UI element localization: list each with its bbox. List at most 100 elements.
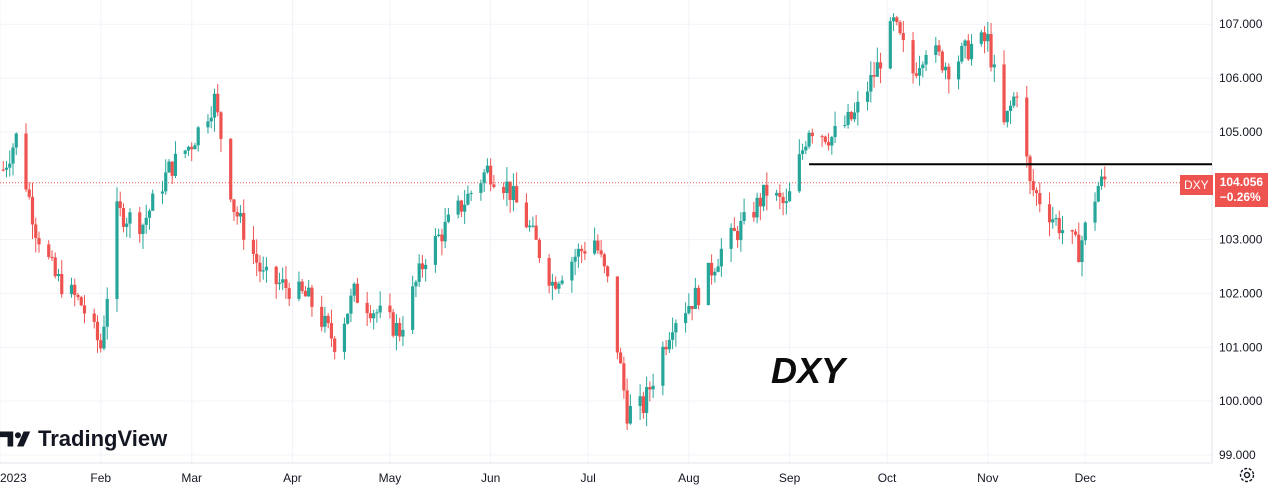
candle-body [531, 225, 535, 227]
gear-icon[interactable] [1238, 466, 1256, 484]
candle-body [255, 253, 259, 263]
candle [719, 238, 723, 277]
tradingview-brand-name: TradingView [38, 426, 168, 451]
candle-body [118, 201, 122, 209]
candle-body [979, 32, 983, 44]
candle [264, 257, 269, 283]
candle-body [73, 284, 77, 295]
time-tick-label: 2023 [0, 471, 27, 485]
candle [14, 132, 18, 156]
candle-body [469, 192, 473, 194]
candle [735, 226, 740, 248]
candle [856, 91, 860, 126]
candle [1099, 169, 1104, 190]
candle [242, 199, 246, 250]
candle [573, 248, 577, 276]
candle-body [466, 193, 470, 205]
candle [446, 207, 451, 224]
candle-body [303, 290, 308, 297]
candle [69, 277, 74, 298]
candle-body [628, 405, 632, 424]
candle-body [947, 66, 951, 80]
candle-body [502, 186, 506, 194]
candle [47, 240, 51, 260]
candle [914, 62, 918, 79]
candle [463, 189, 467, 224]
candle-body [706, 262, 710, 306]
candle-body [596, 240, 600, 251]
candle-body [414, 281, 418, 287]
candle [1031, 169, 1035, 197]
candle-body [209, 117, 213, 122]
candle-body [60, 274, 64, 295]
candle [865, 81, 870, 111]
candle-body [648, 387, 652, 390]
candle-body [550, 281, 554, 286]
price-box: 104.056 −0.26% [1214, 173, 1269, 207]
candle [1025, 85, 1029, 168]
candle [823, 135, 827, 145]
candle-body [47, 244, 51, 257]
candle [664, 340, 668, 356]
candle-body [274, 266, 278, 285]
candle-body [1051, 219, 1055, 223]
candle-body [352, 283, 356, 296]
candle-body [378, 305, 382, 313]
candle [797, 139, 801, 193]
candle-body [11, 147, 15, 164]
candle-body [989, 33, 993, 68]
candle [368, 305, 373, 323]
candle-body [196, 127, 200, 146]
candle-body [307, 287, 311, 297]
candle [810, 128, 814, 144]
candle-body [573, 256, 577, 262]
candle-body [537, 239, 541, 259]
candle [420, 254, 425, 278]
candle-body [671, 332, 675, 340]
candle [830, 135, 834, 155]
candle [716, 258, 720, 273]
candle-body [1103, 176, 1107, 180]
candle [693, 277, 697, 310]
candle [95, 315, 100, 353]
candle [1002, 50, 1006, 126]
candle [277, 272, 282, 290]
candle-body [804, 146, 808, 151]
candle-body [852, 112, 857, 120]
candle [287, 282, 291, 306]
candle [898, 20, 902, 35]
candle [697, 285, 701, 310]
candle [209, 106, 213, 129]
candle [1083, 221, 1087, 246]
candle [895, 15, 899, 26]
candle [1054, 214, 1058, 226]
candle [310, 284, 314, 317]
candle [437, 228, 441, 238]
candle [534, 214, 538, 240]
candle [742, 198, 746, 225]
candle [469, 190, 473, 202]
candle [53, 252, 57, 279]
candle [690, 305, 694, 321]
candle [170, 161, 174, 184]
candle-body [398, 322, 402, 337]
candle [963, 39, 967, 59]
candle-body [570, 261, 574, 281]
candle [144, 204, 148, 234]
candle [550, 273, 554, 300]
candle-body [833, 125, 837, 138]
candle-body [1005, 110, 1009, 123]
candle [128, 208, 132, 239]
candle-body [615, 276, 619, 353]
candle-body [368, 313, 373, 319]
candle-body [329, 323, 334, 339]
candle-body [459, 200, 464, 212]
candle [173, 141, 178, 179]
candle [638, 384, 642, 420]
candle-body [297, 281, 301, 299]
candle [684, 302, 688, 333]
candle [843, 115, 847, 129]
candle-body [901, 33, 905, 41]
candle-body [752, 212, 756, 218]
candle [554, 276, 558, 290]
